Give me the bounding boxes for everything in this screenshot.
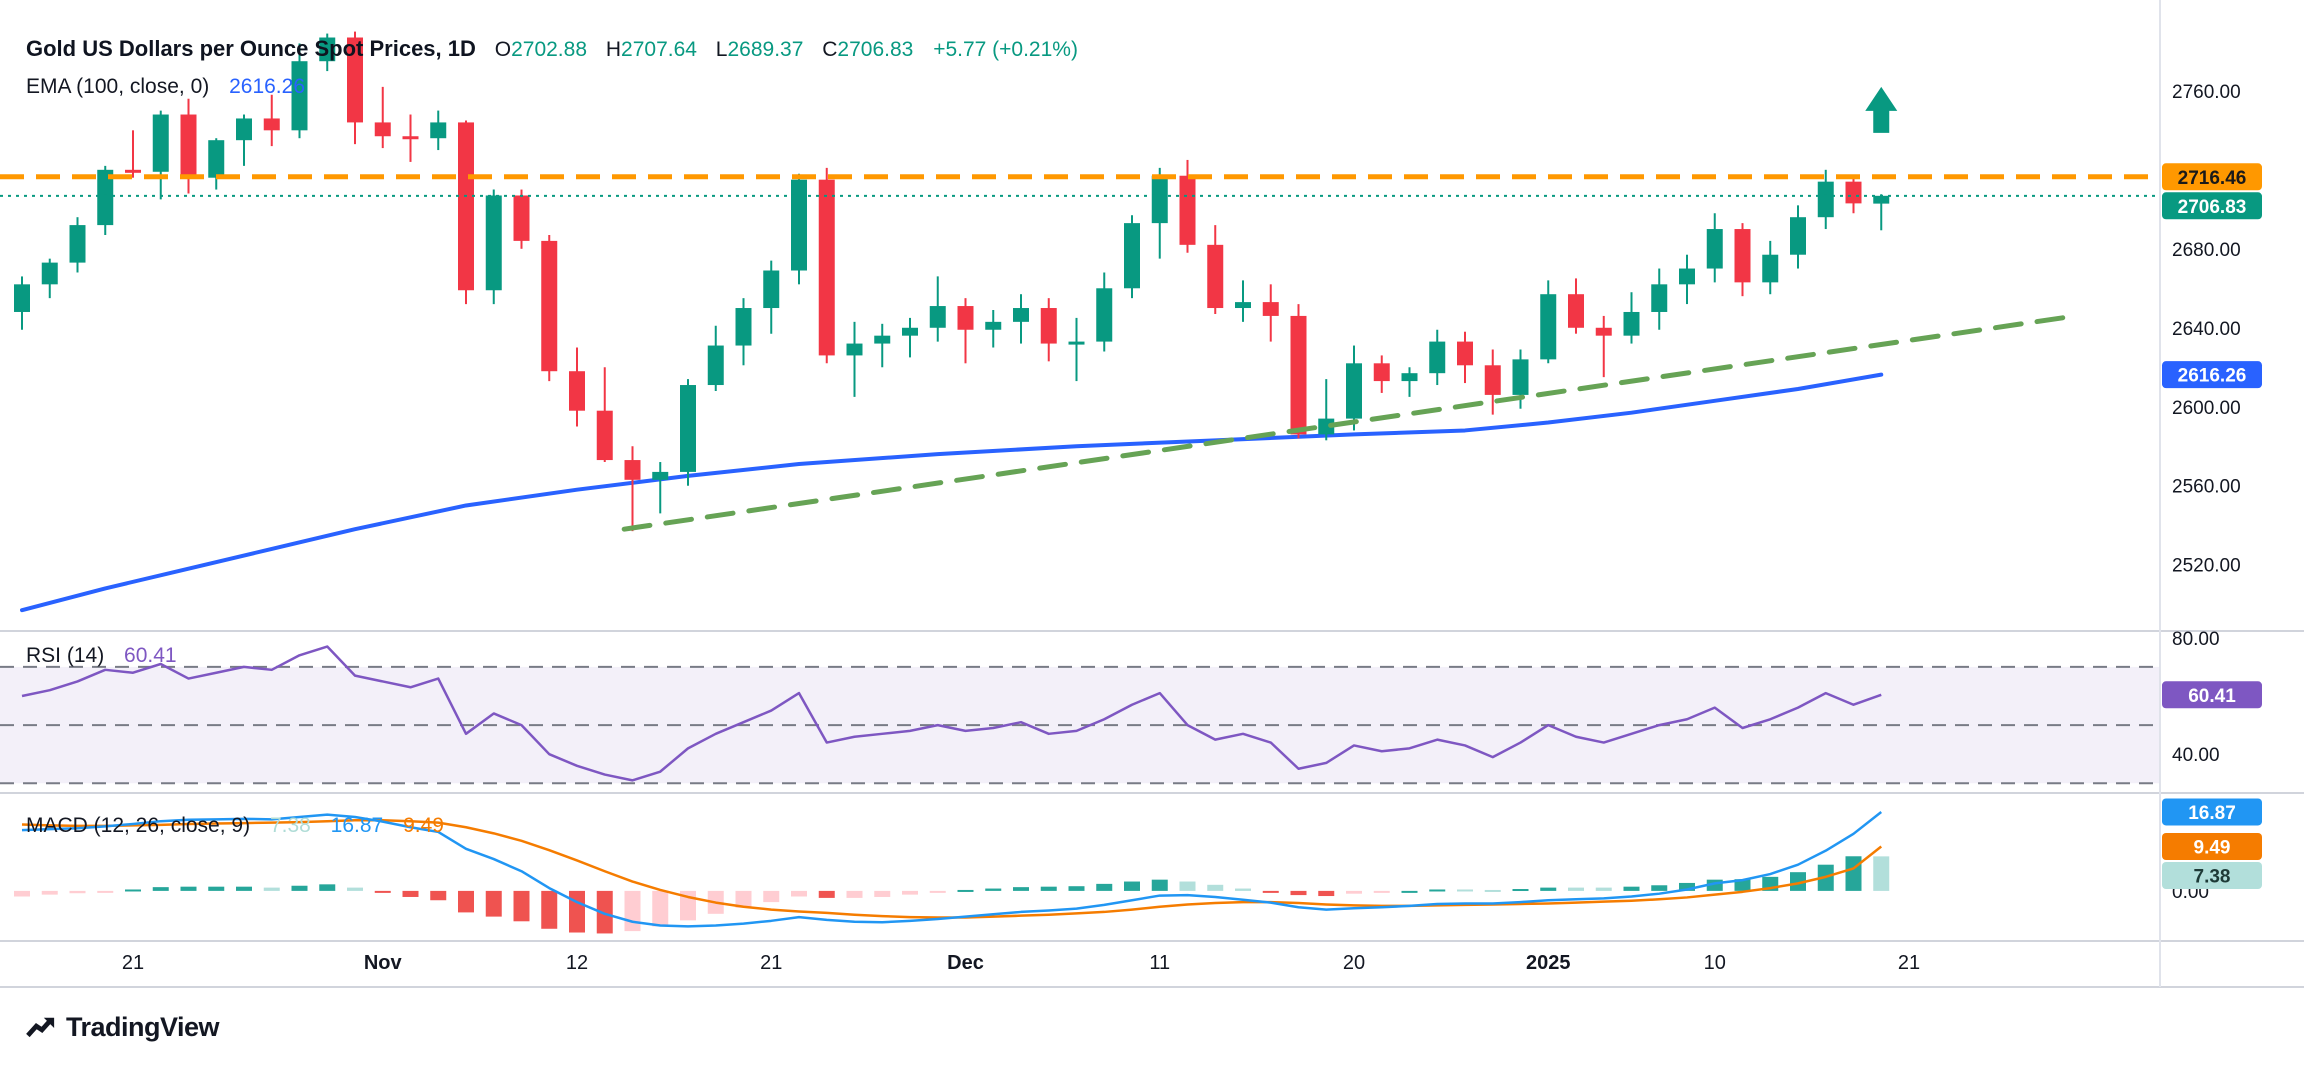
low-value: 2689.37: [727, 38, 804, 61]
svg-text:2760.00: 2760.00: [2172, 82, 2241, 103]
symbol-title: Gold US Dollars per Ounce Spot Prices, 1…: [26, 36, 476, 61]
svg-text:12: 12: [566, 952, 588, 974]
svg-text:21: 21: [1898, 952, 1920, 974]
rsi-legend[interactable]: RSI (14) 60.41: [26, 644, 177, 668]
price-levels[interactable]: [0, 174, 2160, 197]
axis-badges: 2716.46 2706.83 2616.26 60.41 16.87 9.49 7.38: [2162, 163, 2262, 889]
macd-histogram: [14, 856, 1890, 934]
macd-line: [21, 810, 1883, 928]
svg-text:10: 10: [1704, 952, 1726, 974]
macd-signal-legend-value: 9.49: [403, 814, 444, 837]
ema-legend-value: 2616.26: [229, 75, 306, 98]
svg-text:7.38: 7.38: [2194, 866, 2231, 887]
symbol-legend-row[interactable]: Gold US Dollars per Ounce Spot Prices, 1…: [26, 30, 1078, 68]
svg-text:11: 11: [1149, 952, 1170, 974]
svg-text:40.00: 40.00: [2172, 745, 2220, 766]
svg-text:2680.00: 2680.00: [2172, 240, 2241, 261]
svg-text:2600.00: 2600.00: [2172, 398, 2241, 419]
svg-text:9.49: 9.49: [2194, 837, 2231, 858]
up-arrow-annotation[interactable]: [1865, 86, 1898, 133]
svg-text:2716.46: 2716.46: [2178, 168, 2247, 189]
time-axis[interactable]: 21 Nov 12 21 Dec 11 20 2025 10 21: [122, 952, 1920, 974]
tradingview-brand-text: TradingView: [66, 1012, 220, 1042]
svg-text:2616.26: 2616.26: [2178, 366, 2247, 387]
svg-text:2706.83: 2706.83: [2178, 197, 2247, 218]
svg-text:60.41: 60.41: [2188, 686, 2236, 707]
price-axis[interactable]: 2760.00 2680.00 2640.00 2600.00 2560.00 2520.…: [2172, 82, 2241, 903]
high-value: 2707.64: [621, 38, 697, 61]
tradingview-logo[interactable]: TradingView: [26, 1012, 220, 1043]
macd-legend[interactable]: MACD (12, 26, close, 9) 7.38 16.87 9.49: [26, 814, 444, 838]
rsi-band: [0, 665, 2160, 785]
macd-line-legend-value: 16.87: [330, 814, 384, 837]
macd-hist-legend-value: 7.38: [269, 814, 311, 837]
change-value: +5.77 (+0.21%): [933, 38, 1078, 61]
tradingview-logo-icon: [26, 1017, 55, 1037]
svg-text:80.00: 80.00: [2172, 629, 2220, 650]
ema-line[interactable]: [20, 372, 1884, 613]
chart-canvas[interactable]: 2760.00 2680.00 2640.00 2600.00 2560.00 2520.…: [0, 0, 2304, 988]
svg-text:2025: 2025: [1526, 952, 1571, 974]
rsi-legend-label: RSI (14): [26, 644, 105, 667]
svg-text:2640.00: 2640.00: [2172, 319, 2241, 340]
pane-separators: [0, 0, 2304, 988]
ema-legend-label: EMA (100, close, 0): [26, 75, 210, 98]
candlesticks: [14, 31, 1890, 532]
rsi-line: [21, 645, 1882, 782]
svg-text:16.87: 16.87: [2188, 803, 2236, 824]
svg-text:Nov: Nov: [364, 952, 403, 974]
trendline[interactable]: [621, 313, 2078, 532]
high-label: H: [605, 38, 622, 61]
svg-text:2520.00: 2520.00: [2172, 556, 2241, 577]
close-label: C: [822, 38, 838, 61]
open-value: 2702.88: [511, 38, 588, 61]
main-chart-legend[interactable]: Gold US Dollars per Ounce Spot Prices, 1…: [26, 30, 1078, 106]
svg-text:21: 21: [122, 952, 144, 974]
ema-legend-row[interactable]: EMA (100, close, 0) 2616.26: [26, 68, 1078, 106]
rsi-legend-value: 60.41: [124, 644, 177, 667]
svg-text:Dec: Dec: [947, 952, 984, 974]
close-value: 2706.83: [837, 38, 914, 61]
low-label: L: [715, 38, 728, 61]
svg-text:2560.00: 2560.00: [2172, 477, 2241, 498]
svg-text:21: 21: [760, 952, 782, 974]
svg-text:20: 20: [1343, 952, 1365, 974]
macd-legend-label: MACD (12, 26, close, 9): [26, 814, 251, 837]
open-label: O: [494, 38, 512, 61]
